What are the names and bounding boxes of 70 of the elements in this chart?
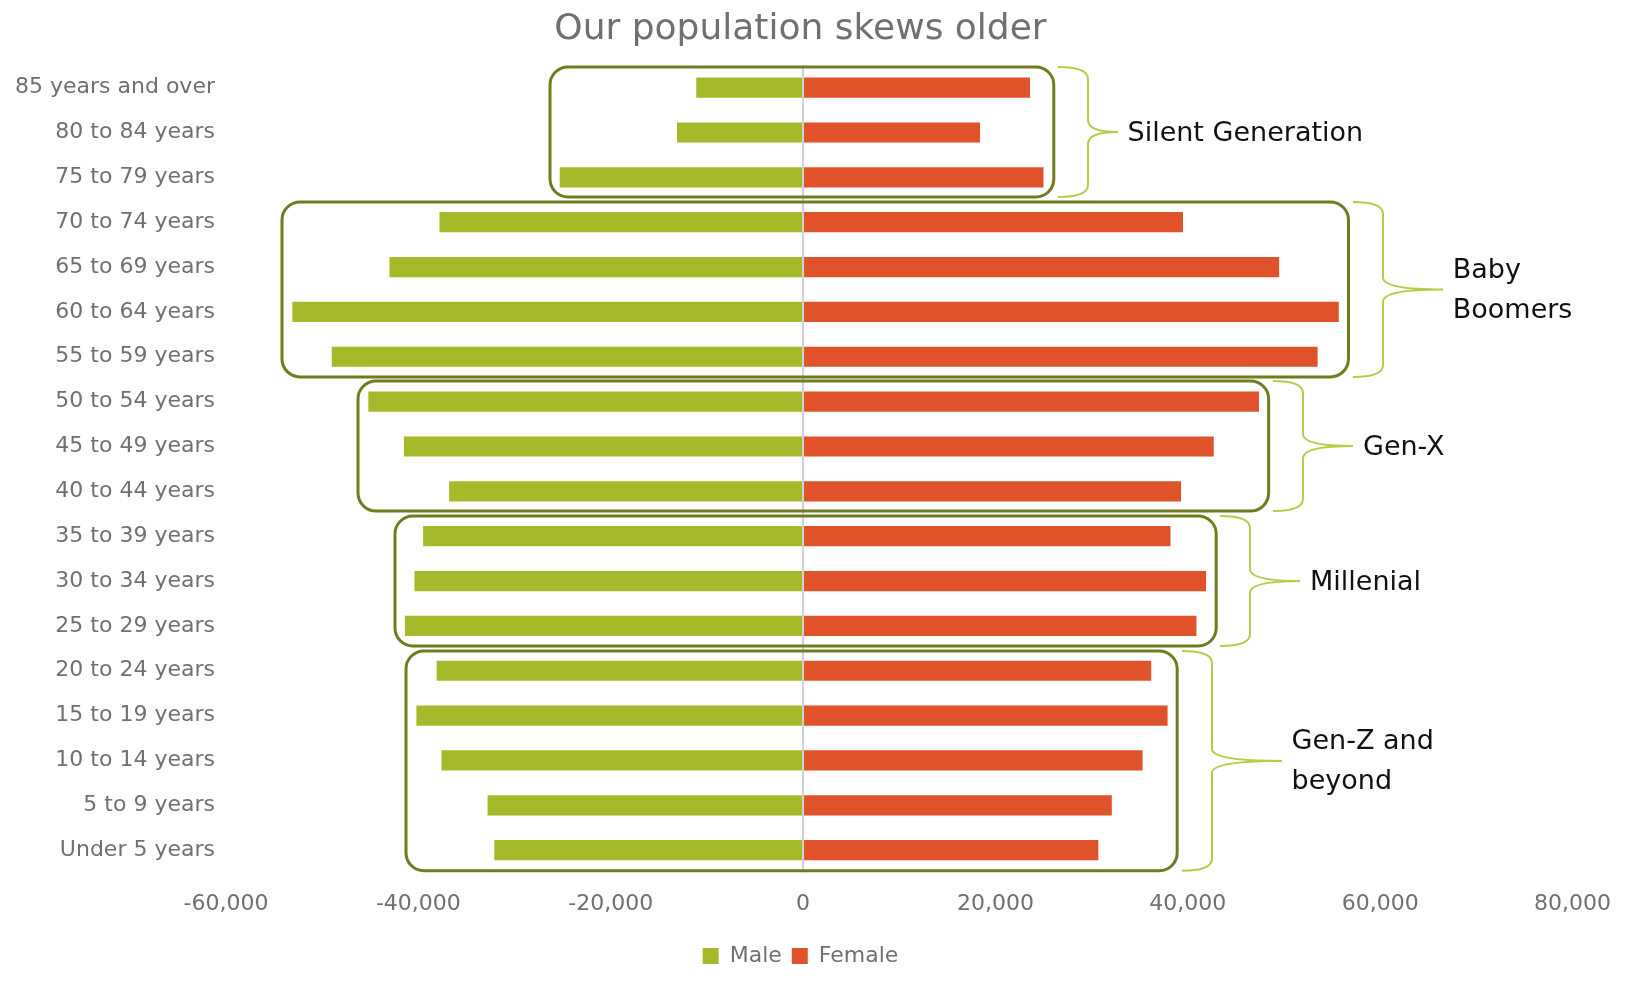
bar <box>803 346 1318 367</box>
bar <box>803 526 1171 547</box>
y-tick-label: 60 to 64 years <box>55 297 215 323</box>
y-tick-label: 45 to 49 years <box>55 432 215 458</box>
bar <box>423 526 804 547</box>
bar <box>487 795 804 816</box>
y-tick-label: 85 years and over <box>15 73 216 99</box>
bar <box>292 301 804 322</box>
bar <box>803 750 1143 771</box>
x-tick-label: 40,000 <box>1149 889 1227 915</box>
bar <box>803 481 1182 502</box>
bar <box>494 840 804 861</box>
bar <box>803 705 1168 726</box>
y-tick-label: 20 to 24 years <box>55 656 215 682</box>
bar <box>389 256 804 278</box>
x-tick-label: 20,000 <box>956 889 1034 915</box>
bar <box>441 750 804 771</box>
bar <box>368 391 804 412</box>
chart-title: Our population skews older <box>554 5 1047 47</box>
bar <box>331 346 804 367</box>
y-tick-label: Under 5 years <box>59 835 215 861</box>
bar <box>803 570 1207 592</box>
y-tick-label: 25 to 29 years <box>55 611 215 637</box>
y-tick-label: 40 to 44 years <box>55 477 215 503</box>
annotation: Gen-Z and beyond <box>1291 723 1435 798</box>
annotation: Silent Generation <box>1127 115 1365 150</box>
bar <box>803 167 1044 188</box>
legend-label: Male <box>729 941 782 967</box>
y-tick-label: 5 to 9 years <box>83 791 215 817</box>
y-tick-label: 80 to 84 years <box>55 118 215 144</box>
bar <box>803 840 1099 861</box>
bar <box>403 436 804 457</box>
x-tick-label: -60,000 <box>183 889 269 915</box>
bar <box>803 301 1339 322</box>
bar <box>414 570 804 592</box>
bar <box>559 167 804 188</box>
bar <box>439 212 804 233</box>
bar <box>803 77 1031 98</box>
bar <box>803 256 1280 278</box>
bar <box>677 122 804 143</box>
bar <box>803 212 1183 233</box>
y-tick-label: 75 to 79 years <box>55 163 215 189</box>
x-tick-label: -20,000 <box>568 889 654 915</box>
y-tick-label: 15 to 19 years <box>55 701 215 727</box>
bar <box>404 615 804 636</box>
y-tick-label: 70 to 74 years <box>55 207 215 233</box>
bar <box>803 122 981 143</box>
y-tick-label: 55 to 59 years <box>55 342 215 368</box>
bar <box>436 660 804 681</box>
bar <box>803 436 1214 457</box>
y-tick-label: 10 to 14 years <box>55 746 215 772</box>
x-tick-label: 0 <box>796 889 811 915</box>
bar <box>803 660 1152 681</box>
y-tick-label: 35 to 39 years <box>55 521 215 547</box>
bar <box>416 705 804 726</box>
y-tick-label: 50 to 54 years <box>55 387 215 413</box>
bar <box>803 615 1197 636</box>
y-tick-label: 30 to 34 years <box>55 566 215 592</box>
x-tick-label: 60,000 <box>1341 889 1419 915</box>
x-tick-label: -40,000 <box>375 889 461 915</box>
y-tick-label: 65 to 69 years <box>55 252 215 278</box>
bar <box>696 77 804 98</box>
bar <box>449 481 804 502</box>
annotation: Gen-X <box>1362 429 1446 464</box>
bar <box>803 391 1259 412</box>
legend-label: Female <box>818 941 899 967</box>
annotation: Millenial <box>1310 564 1423 599</box>
annotation: Baby Boomers <box>1452 252 1574 327</box>
bar <box>803 795 1112 816</box>
x-tick-label: 80,000 <box>1534 889 1611 915</box>
